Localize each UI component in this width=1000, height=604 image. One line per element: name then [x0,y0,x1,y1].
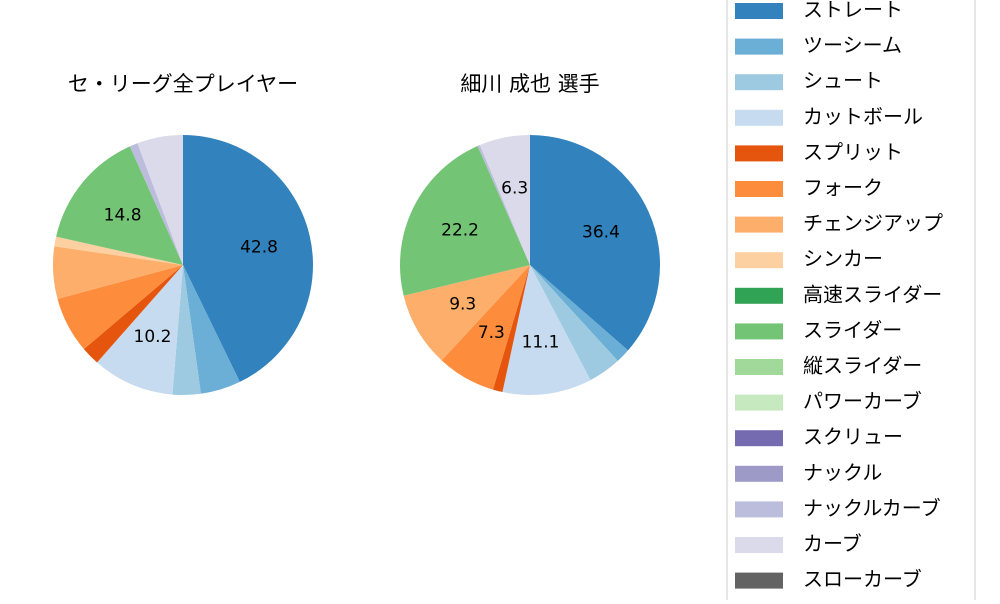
value-label: 42.8 [240,238,278,258]
pie-slice [530,265,629,361]
legend-label: フォーク [803,176,883,200]
pie-slice [56,146,183,265]
legend-swatch [735,465,783,482]
pie-slice [400,146,530,296]
legend-label: スローカーブ [803,567,922,591]
value-label: 22.2 [441,220,479,240]
pie-slice [183,265,240,394]
legend-label: ナックルカーブ [803,496,941,520]
legend-label: パワーカーブ [803,389,922,413]
legend-label: ストレート [803,0,903,22]
legend-label: 縦スライダー [803,354,922,378]
pie-slice [502,265,591,396]
legend-label: スプリット [803,140,903,164]
value-label: 7.3 [478,323,505,343]
pie-slice [129,143,183,265]
pie-slice [83,265,183,363]
pie-slice [137,135,183,265]
pie-slice [183,135,313,382]
pie-slice [530,135,660,351]
legend-swatch [735,501,783,518]
pie-slice [492,265,530,393]
value-label: 10.2 [134,327,172,347]
legend-swatch [735,38,783,55]
legend-label: ナックル [803,460,882,484]
legend-swatch [735,359,783,375]
value-label: 9.3 [449,294,476,314]
legend-box [726,0,976,604]
pie-slice [54,236,184,265]
pie-slice [530,265,618,381]
legend-swatch [735,181,783,197]
legend-label: 高速スライダー [803,282,942,306]
legend-label: スクリュー [803,425,903,449]
legend-swatch [735,145,783,162]
chart-title: セ・リーグ全プレイヤー [68,72,298,96]
pie-slice [479,135,530,265]
legend-swatch [735,430,783,447]
legend-swatch [735,394,783,411]
value-label: 6.3 [501,179,528,199]
legend-label: チェンジアップ [803,211,943,235]
legend-label: シンカー [803,247,883,271]
legend-swatch [735,572,783,589]
pie-slice [441,265,530,390]
pie-slice [57,265,184,350]
pie-slice [97,265,183,395]
legend-label: カットボール [803,104,923,128]
legend-label: カーブ [803,532,862,556]
legend-label: シュート [803,69,883,93]
legend-swatch [735,537,783,553]
legend-swatch [735,323,783,340]
legend-swatch [735,3,783,19]
legend-swatch [735,287,783,304]
pie-slice [403,265,530,361]
legend-swatch [735,216,783,233]
chart-title: 細川 成也 選手 [460,72,599,96]
value-label: 11.1 [522,332,560,352]
pie-slice [477,145,530,265]
value-label: 36.4 [582,223,620,243]
pie-slice [172,265,201,396]
legend-swatch [735,252,783,269]
value-label: 14.8 [104,206,142,226]
pie-slice [52,246,183,299]
legend-label: スライダー [803,318,902,342]
legend-swatch [735,109,783,126]
legend-swatch [735,74,783,91]
legend-label: ツーシーム [803,33,902,57]
